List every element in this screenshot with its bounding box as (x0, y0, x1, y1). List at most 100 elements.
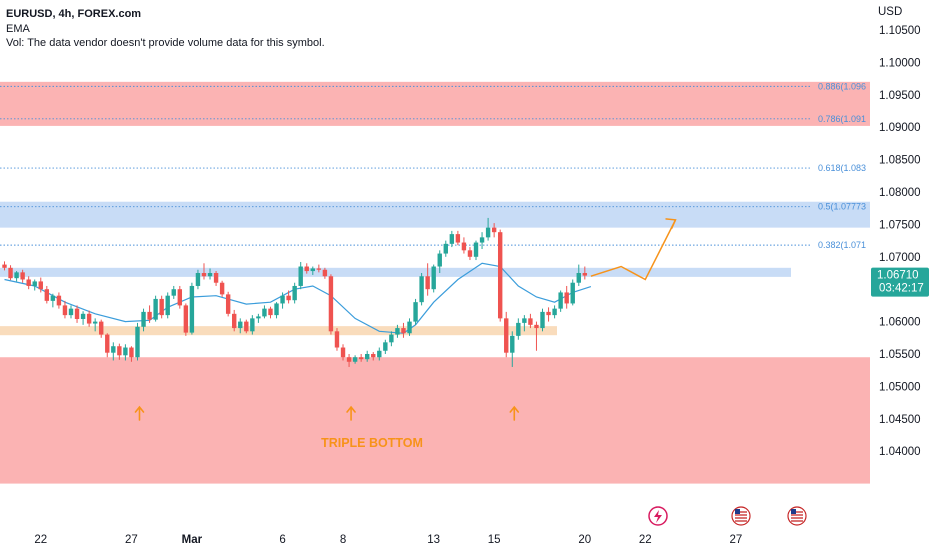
candle-body (165, 295, 170, 316)
candle (582, 266, 588, 280)
candle-body (123, 347, 128, 356)
candle (26, 276, 31, 290)
last-price-value: 1.06710 (877, 270, 919, 282)
candle (232, 309, 237, 332)
candle (292, 282, 297, 304)
symbol-title[interactable]: EURUSD, 4h, FOREX.com (6, 8, 142, 20)
candle-body (147, 311, 152, 320)
candle (99, 319, 104, 338)
candle (473, 240, 479, 261)
candle (32, 279, 37, 291)
candle-body (238, 321, 243, 329)
ema-legend[interactable]: EMA (6, 23, 30, 35)
candle-body (256, 316, 261, 319)
candle-body (201, 273, 207, 277)
candle (570, 279, 575, 306)
fib-layer: 0.886(1.096 0.786(1.091 0.618(1.083 0.5(1.0… (0, 81, 866, 250)
time-axis[interactable]: 22 27 Mar 6 8 13 15 20 22 27 (0, 528, 932, 550)
candle (576, 264, 581, 286)
candle-body (225, 294, 231, 314)
candle (74, 305, 80, 323)
candle-body (26, 279, 31, 286)
candle-body (419, 276, 424, 303)
candle-body (334, 331, 340, 348)
candle-body (183, 305, 189, 333)
candle (564, 285, 569, 309)
candle (62, 300, 68, 319)
events-layer (648, 506, 807, 526)
candle (207, 268, 213, 280)
candle (419, 273, 424, 306)
candle-body (274, 303, 279, 316)
candle-body (377, 350, 382, 358)
candle-body (407, 321, 412, 334)
candle (147, 305, 152, 323)
candle (449, 230, 455, 248)
us-flag-event-icon[interactable] (731, 506, 751, 526)
candle (437, 250, 442, 273)
candle (244, 319, 249, 334)
candle (546, 307, 551, 322)
candle-body (105, 334, 110, 353)
candle-body (159, 298, 164, 316)
candle (183, 303, 189, 336)
candle (117, 343, 122, 360)
price-tick-label: 1.05500 (879, 349, 921, 361)
candle (528, 313, 533, 329)
candle (298, 261, 303, 290)
candle (346, 354, 352, 367)
candle (68, 305, 74, 319)
up-arrow-icon (346, 405, 356, 421)
candle-body (383, 342, 388, 351)
candle (92, 318, 98, 332)
candle-body (280, 295, 285, 304)
price-tick-label: 1.09500 (879, 90, 921, 102)
price-tick-label: 1.07500 (879, 219, 921, 231)
candle-body (491, 227, 497, 233)
candle-body (141, 311, 146, 327)
time-tick-label: 8 (340, 534, 346, 546)
price-tick-label: 1.05000 (879, 381, 921, 393)
candle (413, 298, 418, 325)
candle-body (195, 273, 201, 286)
candle-body (32, 281, 37, 286)
candle (268, 306, 273, 319)
price-axis[interactable]: USD 1.10500 1.10000 1.09500 1.09000 1.08500 1.… (870, 0, 932, 550)
time-tick-label: 15 (488, 534, 501, 546)
candle-body (86, 313, 92, 324)
candle-body (455, 234, 461, 243)
candle (274, 302, 279, 319)
lightning-event-icon[interactable] (648, 506, 668, 526)
candle-body (510, 335, 515, 353)
candle-body (504, 318, 509, 353)
candle (455, 230, 461, 246)
candle-body (219, 282, 225, 295)
candle-body (485, 227, 491, 238)
candle (461, 237, 467, 254)
candle-body (316, 268, 322, 270)
candle (177, 285, 183, 309)
candle-body (232, 313, 237, 329)
candle (195, 269, 201, 290)
candle-body (352, 357, 358, 362)
us-flag-event-icon[interactable] (787, 506, 807, 526)
candle-body (80, 313, 86, 320)
candle (504, 311, 509, 358)
candle-body (467, 250, 473, 257)
candle (389, 331, 394, 347)
candle-body (207, 273, 213, 277)
candle (479, 232, 485, 250)
candle-body (2, 264, 7, 268)
candle-body (522, 318, 527, 323)
candle-body (262, 308, 267, 317)
candle-body (322, 269, 328, 277)
volume-legend: Vol: The data vendor doesn't provide vol… (6, 37, 325, 49)
candle-body (189, 285, 195, 333)
candle (38, 277, 43, 293)
pattern-label: TRIPLE BOTTOM (321, 436, 423, 450)
candle-body (38, 281, 43, 290)
candle (443, 240, 448, 257)
time-tick-label: 20 (578, 534, 591, 546)
red-zone (0, 81, 870, 126)
